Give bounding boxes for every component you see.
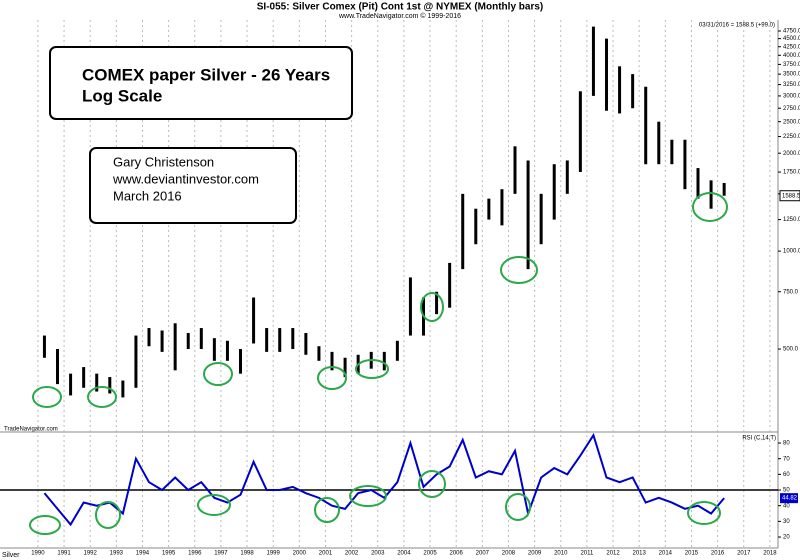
y-tick-label: 3250.0 — [783, 82, 800, 88]
y-tick-label: 4750.0 — [783, 29, 800, 35]
y-tick-label: 3000.0 — [783, 94, 800, 100]
rsi-line — [43, 432, 725, 527]
y-tick-label: 1250.0 — [783, 217, 800, 223]
circle — [349, 485, 387, 507]
subtitle: www.TradeNavigator.com © 1999-2016 — [338, 12, 461, 20]
x-tick-label: 2014 — [659, 551, 673, 557]
symbol: Silver — [2, 552, 20, 559]
last-label: 44.82 — [782, 496, 798, 502]
circle — [317, 366, 347, 390]
y-tick-label: 3750.0 — [783, 62, 800, 68]
x-tick-label: 2015 — [685, 551, 699, 557]
circle — [314, 497, 340, 523]
y-tick-label: 80 — [783, 441, 790, 447]
last-box — [779, 190, 800, 202]
y-tick-label: 50 — [783, 488, 790, 494]
circle — [355, 359, 389, 379]
y-tick-label: 2000.0 — [783, 151, 800, 157]
circle — [29, 515, 61, 535]
box-title: Log Scale — [82, 86, 162, 105]
x-tick-label: 2006 — [450, 551, 464, 557]
x-tick-label: 1998 — [240, 551, 254, 557]
y-tick-label: 4000.0 — [783, 53, 800, 59]
circle — [203, 362, 233, 386]
annotations — [29, 192, 728, 535]
y-tick-label: 1000.0 — [783, 249, 800, 255]
date: March 2016 — [113, 188, 182, 203]
x-tick-label: 2003 — [371, 551, 385, 557]
x-tick-label: 1995 — [162, 551, 176, 557]
x-tick-label: 1993 — [110, 551, 124, 557]
panel-title: RSI (C,14,T) — [742, 436, 776, 442]
y-tick-label: 4500.0 — [783, 36, 800, 42]
text-box — [49, 46, 353, 120]
x-tick-label: 1999 — [267, 551, 281, 557]
x-tick-label: 1994 — [136, 551, 150, 557]
x-tick-label: 2012 — [606, 551, 620, 557]
circle — [420, 292, 444, 322]
x-tick-label: 2002 — [345, 551, 359, 557]
circle — [95, 501, 121, 529]
circle — [687, 501, 721, 525]
quote: 03/31/2016 = 1588.5 (+99.0) — [699, 23, 775, 29]
y-tick-label: 20 — [783, 535, 790, 541]
watermark: TradeNavigator.com — [4, 427, 58, 433]
text-box — [89, 147, 297, 224]
last-box — [780, 493, 798, 504]
x-tick-label: 2016 — [711, 551, 725, 557]
circle — [692, 192, 728, 222]
x-tick-label: 2000 — [293, 551, 307, 557]
circle — [32, 386, 62, 408]
y-tick-label: 2250.0 — [783, 134, 800, 140]
circle — [87, 386, 117, 408]
circle — [500, 256, 538, 284]
box-title: COMEX paper Silver - 26 Years — [82, 65, 330, 84]
x-tick-label: 1996 — [188, 551, 202, 557]
y-tick-label: 1750.0 — [783, 170, 800, 176]
x-tick-label: 1997 — [214, 551, 228, 557]
circle — [197, 494, 231, 516]
x-tick-label: 2007 — [476, 551, 490, 557]
x-tick-label: 2011 — [580, 551, 594, 557]
circle — [505, 493, 531, 521]
y-tick-label: 40 — [783, 503, 790, 509]
y-tick-label: 70 — [783, 456, 790, 462]
title: SI-055: Silver Comex (Pit) Cont 1st @ NY… — [257, 2, 543, 13]
last-label: 1588.5 — [782, 193, 800, 199]
x-tick-label: 2001 — [319, 551, 333, 557]
x-tick-label: 2005 — [423, 551, 437, 557]
y-tick-label: 3500.0 — [783, 72, 800, 78]
x-tick-label: 2013 — [633, 551, 647, 557]
y-tick-label: 60 — [783, 472, 790, 478]
y-tick-label: 30 — [783, 519, 790, 525]
y-tick-label: 2750.0 — [783, 106, 800, 112]
y-tick-label: 4250.0 — [783, 44, 800, 50]
website: www.deviantinvestor.com — [112, 171, 259, 186]
y-tick-label: 500.0 — [783, 347, 799, 353]
x-tick-label: 2008 — [502, 551, 516, 557]
x-tick-label: 2018 — [763, 551, 777, 557]
x-tick-label: 2009 — [528, 551, 542, 557]
x-tick-label: 1990 — [31, 551, 45, 557]
x-tick-label: 1991 — [57, 551, 71, 557]
x-tick-label: 2010 — [554, 551, 568, 557]
x-tick-label: 2017 — [737, 551, 751, 557]
y-tick-label: 2500.0 — [783, 119, 800, 125]
circle — [418, 470, 446, 498]
author: Gary Christenson — [113, 154, 214, 169]
y-tick-label: 750.0 — [783, 289, 799, 295]
x-tick-label: 1992 — [84, 551, 98, 557]
x-tick-label: 2004 — [397, 551, 411, 557]
